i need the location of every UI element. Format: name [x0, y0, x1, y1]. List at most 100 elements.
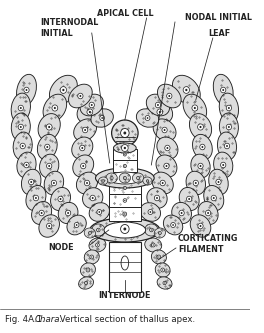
- Circle shape: [200, 144, 205, 150]
- Circle shape: [136, 176, 140, 179]
- Circle shape: [200, 126, 201, 128]
- Circle shape: [185, 89, 187, 91]
- Ellipse shape: [76, 172, 98, 194]
- Circle shape: [29, 179, 34, 185]
- Circle shape: [171, 222, 176, 227]
- Ellipse shape: [155, 263, 170, 277]
- Circle shape: [48, 165, 50, 167]
- Ellipse shape: [11, 93, 30, 123]
- Text: Chara.: Chara.: [35, 315, 63, 324]
- Circle shape: [87, 109, 93, 115]
- Circle shape: [97, 209, 102, 214]
- Circle shape: [158, 256, 159, 258]
- Circle shape: [222, 164, 224, 166]
- Circle shape: [124, 132, 126, 135]
- Ellipse shape: [219, 113, 238, 141]
- Circle shape: [226, 145, 228, 147]
- Ellipse shape: [108, 172, 142, 184]
- Circle shape: [86, 268, 90, 272]
- Text: Fig. 4A.1.: Fig. 4A.1.: [5, 315, 44, 324]
- Circle shape: [193, 180, 199, 186]
- Ellipse shape: [92, 224, 105, 236]
- Ellipse shape: [40, 154, 59, 178]
- Circle shape: [205, 210, 211, 216]
- Circle shape: [97, 228, 100, 232]
- Circle shape: [157, 109, 163, 115]
- Ellipse shape: [13, 132, 32, 160]
- Circle shape: [46, 163, 52, 169]
- Ellipse shape: [90, 218, 160, 242]
- Circle shape: [216, 179, 221, 185]
- Circle shape: [80, 145, 85, 151]
- Circle shape: [124, 154, 125, 155]
- Circle shape: [149, 211, 151, 213]
- Circle shape: [98, 211, 100, 213]
- Ellipse shape: [39, 215, 59, 237]
- Circle shape: [163, 281, 166, 285]
- Bar: [109, 182, 141, 194]
- Ellipse shape: [190, 114, 212, 141]
- Ellipse shape: [112, 120, 138, 146]
- Circle shape: [188, 198, 190, 200]
- Circle shape: [46, 146, 48, 148]
- Circle shape: [24, 87, 29, 93]
- Circle shape: [157, 104, 159, 106]
- Ellipse shape: [156, 155, 177, 177]
- Circle shape: [84, 129, 86, 131]
- Circle shape: [78, 93, 83, 99]
- Circle shape: [207, 212, 209, 214]
- Circle shape: [97, 244, 98, 246]
- Ellipse shape: [186, 171, 206, 195]
- Circle shape: [89, 111, 91, 113]
- Circle shape: [162, 182, 164, 184]
- Circle shape: [46, 124, 52, 130]
- Ellipse shape: [153, 119, 176, 141]
- Circle shape: [218, 181, 219, 183]
- Circle shape: [121, 129, 129, 138]
- Ellipse shape: [84, 228, 96, 238]
- Circle shape: [124, 200, 125, 201]
- Ellipse shape: [84, 250, 99, 264]
- Circle shape: [98, 229, 99, 231]
- Ellipse shape: [152, 172, 173, 194]
- Circle shape: [123, 153, 126, 156]
- Ellipse shape: [183, 94, 207, 122]
- Ellipse shape: [26, 185, 46, 210]
- Ellipse shape: [77, 101, 103, 124]
- Circle shape: [20, 126, 22, 128]
- Circle shape: [82, 127, 88, 133]
- Circle shape: [86, 282, 87, 284]
- Circle shape: [26, 89, 27, 91]
- Circle shape: [161, 268, 164, 272]
- Circle shape: [86, 182, 88, 184]
- Circle shape: [167, 93, 172, 99]
- Circle shape: [60, 198, 62, 200]
- Circle shape: [165, 145, 170, 151]
- Circle shape: [123, 199, 126, 202]
- Circle shape: [200, 165, 201, 167]
- Circle shape: [147, 180, 148, 181]
- Circle shape: [123, 164, 126, 168]
- Ellipse shape: [17, 152, 36, 178]
- Ellipse shape: [91, 109, 113, 127]
- Bar: [109, 242, 141, 292]
- Ellipse shape: [104, 222, 146, 238]
- Circle shape: [101, 117, 103, 119]
- Ellipse shape: [136, 109, 159, 127]
- Circle shape: [88, 231, 91, 234]
- Circle shape: [201, 146, 203, 148]
- Circle shape: [146, 180, 149, 182]
- Ellipse shape: [67, 215, 86, 235]
- Circle shape: [187, 196, 192, 202]
- Circle shape: [158, 231, 161, 234]
- Circle shape: [123, 176, 126, 179]
- Circle shape: [92, 197, 94, 199]
- Text: Vertical section of thallus apex.: Vertical section of thallus apex.: [57, 315, 195, 324]
- Ellipse shape: [158, 84, 181, 108]
- Circle shape: [76, 224, 77, 226]
- Text: APICAL CELL: APICAL CELL: [97, 10, 154, 19]
- Circle shape: [30, 181, 32, 183]
- Text: NODE: NODE: [49, 242, 74, 251]
- Ellipse shape: [17, 74, 36, 106]
- Circle shape: [167, 147, 168, 149]
